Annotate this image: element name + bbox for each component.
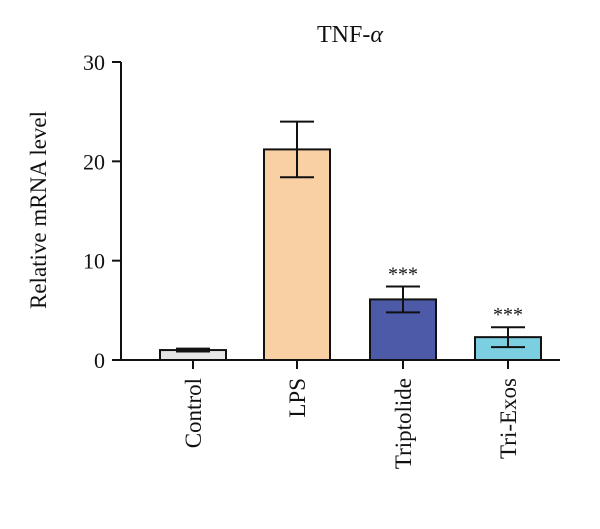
error-bar bbox=[386, 285, 420, 314]
y-ticks: 0 10 20 30 bbox=[83, 50, 121, 373]
category-labels: Control LPS Triptolide Tri-Exos bbox=[181, 378, 521, 469]
error-bar bbox=[491, 326, 525, 349]
significance-label: *** bbox=[493, 304, 523, 326]
category-label: LPS bbox=[285, 378, 310, 418]
bars bbox=[159, 148, 542, 369]
category-label: Control bbox=[181, 378, 206, 448]
category-label: Triptolide bbox=[391, 378, 416, 469]
error-bar bbox=[280, 120, 314, 179]
bar-lps bbox=[263, 148, 331, 361]
error-bar bbox=[176, 347, 210, 353]
significance-label: *** bbox=[388, 263, 418, 285]
y-tick-label: 30 bbox=[83, 50, 105, 75]
error-bars bbox=[176, 120, 525, 353]
y-tick-label: 0 bbox=[94, 348, 105, 373]
category-label: Tri-Exos bbox=[496, 378, 521, 459]
y-tick-label: 20 bbox=[83, 149, 105, 174]
significance-labels: *** *** bbox=[388, 263, 523, 326]
y-axis-title: Relative mRNA level bbox=[26, 111, 51, 309]
y-tick-label: 10 bbox=[83, 249, 105, 274]
chart-title: TNF-α bbox=[317, 22, 383, 48]
